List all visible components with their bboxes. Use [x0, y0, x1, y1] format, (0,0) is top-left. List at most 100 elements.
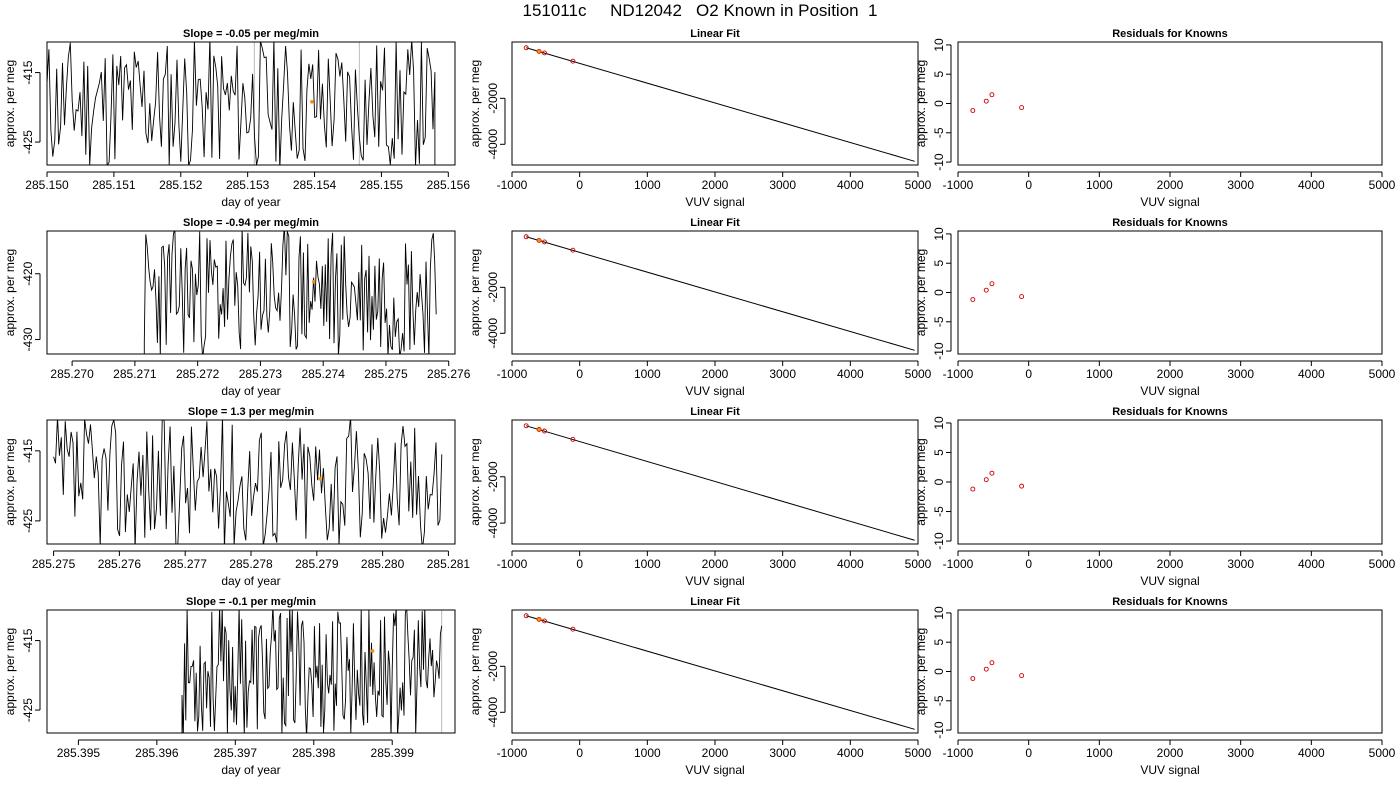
- x-tick-label: 5000: [905, 746, 932, 760]
- known-point: [542, 618, 547, 624]
- y-axis-label: approx. per meg: [914, 60, 928, 147]
- residual-point: [983, 477, 989, 483]
- panel-timeseries: Slope = -0.1 per meg/min 285.395 285.396 28…: [3, 596, 456, 777]
- y-tick-label: 0: [932, 478, 946, 485]
- mean-marker: [310, 99, 314, 104]
- panel-title: Residuals for Knowns: [1112, 596, 1228, 608]
- plot-frame: [511, 609, 919, 734]
- y-tick-label: -10: [932, 721, 946, 739]
- y-axis-label: approx. per meg: [3, 438, 17, 525]
- x-tick-label: 4000: [837, 178, 864, 192]
- known-point: [536, 616, 542, 622]
- known-point: [570, 626, 576, 632]
- residual-point: [970, 108, 976, 113]
- x-tick-label: 285.277: [163, 557, 207, 571]
- panel-residuals: Residuals for Knowns -1000 0 1000 2000 3000 40…: [914, 406, 1396, 588]
- y-tick-label: 0: [932, 668, 946, 675]
- x-axis-label: VUV signal: [1140, 195, 1199, 209]
- y-tick-label: -10: [932, 153, 946, 171]
- x-tick-label: 285.152: [159, 178, 203, 192]
- mean-marker: [318, 477, 322, 481]
- residual-point: [1019, 483, 1025, 489]
- plot-frame: [511, 419, 919, 545]
- known-point: [570, 247, 576, 253]
- known-point: [542, 50, 547, 56]
- y-tick-label: -5: [932, 506, 946, 517]
- x-axis-label: day of year: [221, 195, 280, 209]
- series-line: [53, 420, 443, 544]
- y-tick-label: -5: [932, 316, 946, 327]
- plot-frame: [46, 609, 456, 734]
- x-axis-label: day of year: [221, 384, 280, 398]
- x-tick-label: 0: [1025, 367, 1032, 381]
- residual-point: [983, 287, 989, 293]
- series-line: [143, 231, 437, 354]
- series-line: [47, 42, 436, 165]
- y-tick-label: -415: [21, 438, 35, 462]
- mean-marker: [311, 279, 316, 284]
- known-point: [536, 427, 542, 432]
- x-tick-label: 5000: [1369, 178, 1396, 192]
- x-tick-label: 3000: [1227, 557, 1254, 571]
- x-tick-label: 3000: [1227, 746, 1254, 760]
- y-tick-label: -2000: [486, 461, 500, 492]
- x-tick-label: 285.279: [295, 557, 339, 571]
- x-tick-label: -1000: [943, 178, 974, 192]
- panel-title: Linear Fit: [690, 596, 740, 608]
- x-tick-label: 3000: [769, 746, 796, 760]
- x-tick-label: 3000: [769, 178, 796, 192]
- x-tick-label: 285.399: [371, 746, 415, 760]
- x-tick-label: 285.275: [32, 557, 76, 571]
- x-axis-label: day of year: [221, 763, 280, 777]
- x-tick-label: 1000: [1086, 746, 1113, 760]
- x-axis-label: VUV signal: [685, 195, 744, 209]
- y-tick-label: -430: [21, 327, 35, 351]
- plot-frame: [46, 230, 456, 355]
- y-tick-label: 10: [932, 38, 946, 52]
- residual-point: [989, 281, 995, 287]
- panel-title: Linear Fit: [690, 217, 740, 229]
- x-tick-label: -1000: [497, 367, 528, 381]
- x-tick-label: 285.151: [92, 178, 136, 192]
- panel-fit: Linear Fit -1000 0 1000 2000 3000 4000 5000 VUV …: [468, 406, 932, 588]
- x-tick-label: 285.278: [229, 557, 273, 571]
- x-tick-label: 285.396: [135, 746, 179, 760]
- y-tick-label: -5: [932, 127, 946, 138]
- panel-title: Residuals for Knowns: [1112, 217, 1228, 229]
- y-axis-label: approx. per meg: [468, 438, 482, 525]
- x-tick-label: 0: [576, 557, 583, 571]
- panel-residuals: Residuals for Knowns -1000 0 1000 2000 3000 40…: [914, 596, 1396, 777]
- residual-point: [1019, 673, 1025, 679]
- plot-frame: [511, 41, 919, 166]
- fit-line: [526, 615, 915, 730]
- x-tick-label: 5000: [905, 557, 932, 571]
- x-axis-label: VUV signal: [1140, 763, 1199, 777]
- panel-title: Slope = -0.05 per meg/min: [183, 28, 319, 40]
- x-tick-label: 285.276: [427, 367, 471, 381]
- x-tick-label: 1000: [634, 178, 661, 192]
- x-axis-label: VUV signal: [1140, 384, 1199, 398]
- x-tick-label: 0: [576, 178, 583, 192]
- x-tick-label: 285.154: [293, 178, 337, 192]
- x-tick-label: 5000: [1369, 367, 1396, 381]
- x-tick-label: 285.150: [25, 178, 69, 192]
- y-tick-label: -4000: [486, 129, 500, 160]
- y-tick-label: -10: [932, 532, 946, 550]
- plot-frame: [957, 41, 1383, 166]
- x-tick-label: 1000: [634, 557, 661, 571]
- x-tick-label: 3000: [1227, 178, 1254, 192]
- x-tick-label: 0: [1025, 557, 1032, 571]
- plot-frame: [46, 419, 456, 545]
- y-tick-label: 0: [932, 289, 946, 296]
- x-tick-label: 2000: [1157, 746, 1184, 760]
- y-tick-label: -415: [21, 60, 35, 84]
- x-tick-label: 4000: [1298, 178, 1325, 192]
- known-point: [570, 436, 576, 442]
- x-tick-label: 285.280: [361, 557, 405, 571]
- y-tick-label: -2000: [486, 651, 500, 682]
- residual-point: [989, 470, 995, 476]
- x-tick-label: 4000: [1298, 367, 1325, 381]
- y-tick-label: 5: [932, 639, 946, 646]
- y-tick-label: -425: [21, 698, 35, 722]
